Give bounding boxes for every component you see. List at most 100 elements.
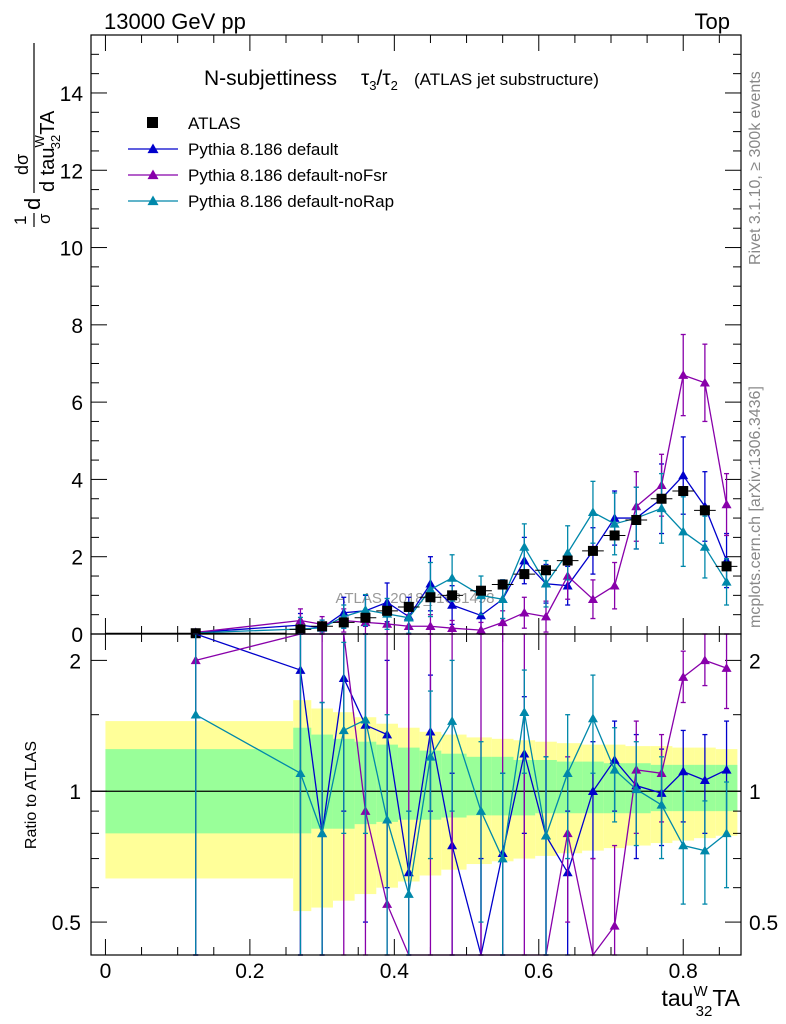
- series-point: [562, 547, 573, 557]
- analysis-watermark: ATLAS_2018_I1681498: [335, 590, 494, 607]
- rivet-label: Rivet 3.1.10, ≥ 300k events: [747, 71, 764, 265]
- data-point: [609, 530, 620, 541]
- series-point: [541, 578, 551, 588]
- mcplots-label: mcplots.cern.ch [arXiv:1306.3436]: [747, 386, 764, 628]
- y-tick-label: 0: [71, 624, 83, 647]
- data-point: [587, 545, 598, 556]
- ratio-point: [562, 768, 573, 777]
- x-tick-label: 0: [100, 960, 112, 983]
- ratio-point: [699, 775, 710, 784]
- series-point: [656, 503, 667, 513]
- series-point: [609, 580, 620, 590]
- y-tick-label: 4: [71, 469, 83, 492]
- ratio-point: [721, 663, 732, 672]
- y-axis-label: 1 σ d dσ d tauW32TA: [11, 43, 63, 227]
- ratio-point: [497, 853, 508, 863]
- header-process: Top: [695, 9, 730, 34]
- ratio-point: [425, 751, 436, 761]
- ratio-point: [541, 830, 551, 840]
- data-point: [295, 624, 306, 635]
- ratio-uncertainty-bands: [91, 700, 741, 912]
- ratio-point: [360, 714, 371, 724]
- series-point: [678, 526, 689, 536]
- svg-text:dσ: dσ: [12, 154, 32, 175]
- series-point: [519, 607, 530, 617]
- series-point: [476, 625, 486, 634]
- series-point: [425, 621, 436, 631]
- legend-marker-triangle: [147, 143, 159, 154]
- x-tick-label: 0.4: [380, 960, 410, 983]
- data-point: [562, 555, 573, 566]
- main-panel: 0 2 4 6 8 10 12 14 ATLAS_2018_I1681498: [60, 34, 742, 647]
- y-tick-label: 8: [71, 315, 83, 338]
- ratio-tick-label-right: 1: [749, 781, 761, 804]
- ratio-point: [403, 889, 414, 898]
- series-line-2: [195, 507, 728, 634]
- y-tick-label: 12: [60, 160, 83, 183]
- ratio-point: [609, 920, 620, 930]
- ratio-tick-label-right: 2: [749, 650, 761, 673]
- legend-marker-triangle: [147, 169, 159, 180]
- ratio-point: [447, 716, 458, 725]
- data-point: [476, 585, 486, 596]
- data-point: [403, 601, 414, 612]
- series-point: [447, 600, 458, 609]
- ratio-point: [317, 828, 328, 838]
- ratio-tick-label-left: 2: [69, 650, 81, 673]
- ratio-point: [699, 655, 710, 665]
- ratio-point: [295, 768, 306, 777]
- ratio-point: [382, 814, 393, 824]
- data-point: [678, 486, 689, 497]
- ratio-axis-ticks: 0.5 0.5 1 1 2 2: [52, 634, 778, 955]
- data-point: [360, 612, 371, 623]
- data-point: [497, 579, 508, 590]
- x-axis-label: tauW 32TA: [661, 983, 740, 1020]
- series-point: [699, 377, 710, 387]
- chart-title: N-subjettiness τ3/τ2 (ATLAS jet substruc…: [204, 67, 599, 93]
- y-tick-label: 6: [71, 392, 83, 415]
- ratio-point: [699, 845, 710, 855]
- series-point: [678, 370, 689, 379]
- series-line-0: [195, 474, 728, 634]
- data-point: [541, 565, 551, 576]
- series-point: [541, 611, 551, 621]
- ratio-point: [721, 828, 732, 838]
- series-point: [678, 470, 689, 480]
- ratio-point: [678, 840, 689, 850]
- ratio-tick-label-right: 0.5: [749, 912, 778, 935]
- x-tick-labels: 0 0.2 0.4 0.6 0.8: [100, 960, 698, 983]
- ratio-data-marks: [190, 633, 732, 957]
- series-point: [497, 594, 508, 603]
- series-point: [519, 542, 530, 551]
- legend-marker-triangle: [147, 195, 159, 206]
- series-point: [587, 594, 598, 603]
- ratio-point: [587, 786, 598, 795]
- data-point: [447, 590, 458, 601]
- svg-text:d: d: [20, 198, 45, 210]
- ratio-point: [656, 799, 667, 809]
- series-point: [609, 518, 620, 528]
- y-tick-label: 10: [60, 238, 83, 261]
- x-tick-label: 0.6: [524, 960, 553, 983]
- series-point: [721, 576, 732, 586]
- data-point: [721, 561, 732, 572]
- title-main: N-subjettiness: [204, 67, 337, 90]
- ratio-point: [476, 806, 486, 815]
- x-tick-label: 0.8: [669, 960, 698, 983]
- header-energy: 13000 GeV pp: [104, 9, 246, 34]
- ratio-point: [587, 713, 598, 723]
- ratio-panel: 0.5 0.5 1 1 2 2: [52, 633, 778, 957]
- ratio-point: [609, 764, 620, 774]
- title-tau-ratio: τ3/τ2: [361, 67, 398, 93]
- ratio-point: [631, 784, 642, 794]
- series-point: [447, 572, 458, 582]
- ratio-y-label: Ratio to ATLAS: [23, 741, 40, 849]
- svg-text:d tauW32TA: d tauW32TA: [32, 110, 63, 192]
- ratio-point: [721, 764, 732, 774]
- data-point: [382, 605, 393, 616]
- legend-label: ATLAS: [188, 114, 241, 133]
- legend-marker-square: [147, 117, 158, 128]
- ratio-point: [678, 766, 689, 776]
- data-point: [656, 493, 667, 504]
- legend-label: Pythia 8.186 default-noRap: [188, 192, 394, 211]
